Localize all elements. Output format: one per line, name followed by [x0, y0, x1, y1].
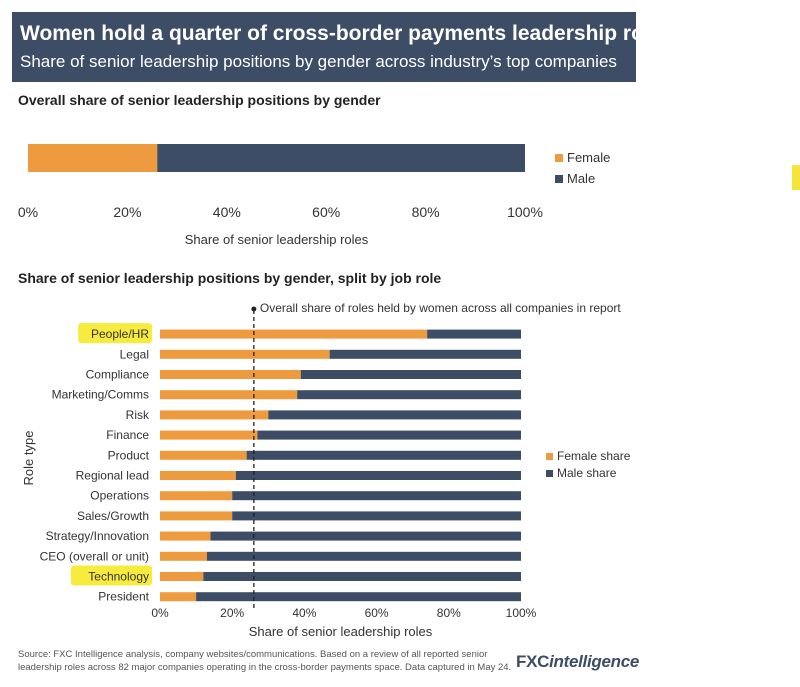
role-bar-female	[160, 349, 330, 359]
role-bar-female	[160, 511, 233, 521]
overall-chart-title: Overall share of senior leadership posit…	[18, 92, 381, 108]
role-x-tick-label: 0%	[151, 606, 169, 620]
role-bar-male	[246, 450, 521, 460]
overall-x-tick-label: 60%	[312, 204, 340, 220]
role-bar-male	[300, 370, 521, 379]
overall-x-tick-label: 80%	[412, 204, 440, 220]
role-category-label: Operations	[90, 489, 149, 503]
role-category-label: Sales/Growth	[77, 509, 149, 523]
overall-chart: 0% 20% 40% 60% 80% 100% Share of senior leader…	[18, 144, 610, 247]
edge-highlight-mark	[792, 165, 800, 190]
role-legend-swatch-female	[546, 453, 553, 460]
role-legend-swatch-male	[546, 470, 553, 477]
source-note: Source: FXC Intelligence analysis, compa…	[18, 649, 512, 673]
role-bar-female	[160, 390, 298, 400]
role-bar-female	[160, 551, 207, 561]
overall-legend-label: Female	[567, 150, 610, 165]
role-x-axis-label: Share of senior leadership roles	[249, 624, 433, 639]
role-bar-male	[206, 551, 521, 561]
overall-legend-swatch-male	[555, 175, 563, 183]
role-bar-male	[232, 491, 521, 501]
role-bar-female	[160, 450, 247, 460]
role-x-tick-label: 60%	[365, 606, 389, 620]
role-category-label: Product	[108, 448, 150, 462]
overall-x-tick-label: 40%	[213, 204, 241, 220]
role-category-label: Legal	[120, 347, 149, 361]
role-bar-female	[160, 491, 233, 501]
role-bar-female	[160, 410, 269, 420]
role-bar-female	[160, 370, 301, 379]
role-bar-male	[232, 511, 521, 521]
role-bar-male	[268, 410, 521, 420]
overall-x-axis-label: Share of senior leadership roles	[185, 232, 369, 247]
role-x-tick-label: 20%	[220, 606, 244, 620]
role-bar-male	[203, 572, 521, 581]
role-category-label: Technology	[88, 570, 149, 584]
role-x-tick-label: 80%	[437, 606, 461, 620]
overall-legend-label: Male	[567, 171, 595, 186]
role-category-label: President	[98, 590, 149, 604]
role-bar-female	[160, 430, 258, 440]
role-bar-female	[160, 329, 428, 339]
role-chart-title: Share of senior leadership positions by …	[18, 270, 442, 286]
fxc-logo: FXCintelligence	[516, 652, 639, 672]
role-bar-female	[160, 592, 197, 602]
role-category-label: Finance	[106, 428, 149, 442]
overall-x-tick-label: 0%	[18, 204, 38, 220]
role-category-label: Compliance	[86, 368, 150, 382]
category-highlight	[71, 565, 152, 586]
role-chart: People/HR Legal Compliance Marketing/Comms R…	[21, 301, 631, 639]
chart-subtitle: Share of senior leadership positions by …	[20, 52, 617, 71]
role-category-label: Regional lead	[76, 469, 149, 483]
role-category-label: Marketing/Comms	[52, 388, 149, 402]
role-bar-male	[257, 430, 521, 440]
logo-intelligence-text: intelligence	[549, 652, 640, 671]
chart-title: Women hold a quarter of cross-border pay…	[20, 22, 674, 45]
role-y-axis-label: Role type	[21, 431, 36, 486]
chart-header: Women hold a quarter of cross-border pay…	[12, 12, 673, 82]
role-bar-female	[160, 572, 204, 581]
category-highlight	[78, 323, 152, 344]
role-category-label: CEO (overall or unit)	[40, 549, 149, 563]
role-bar-male	[196, 592, 521, 602]
reference-line-label: Overall share of roles held by women acr…	[260, 301, 621, 315]
overall-x-tick-label: 100%	[507, 204, 543, 220]
logo-fxc-text: FXC	[516, 652, 550, 671]
role-bar-male	[297, 390, 521, 400]
role-bar-male	[210, 531, 522, 541]
overall-legend-swatch-female	[555, 154, 563, 162]
overall-bar-female	[28, 144, 158, 172]
role-legend-label: Male share	[557, 466, 617, 480]
role-category-label: Strategy/Innovation	[46, 529, 149, 543]
reference-line-marker	[251, 306, 257, 312]
role-bar-male	[329, 349, 521, 359]
role-category-label: People/HR	[91, 327, 149, 341]
overall-x-tick-label: 20%	[113, 204, 141, 220]
role-bar-female	[160, 531, 211, 541]
role-category-label: Risk	[126, 408, 150, 422]
role-legend-label: Female share	[557, 449, 631, 463]
role-x-tick-label: 100%	[506, 606, 537, 620]
role-bar-female	[160, 471, 236, 480]
role-bar-male	[235, 471, 521, 480]
overall-bar-male	[157, 144, 525, 172]
role-x-tick-label: 40%	[292, 606, 316, 620]
role-bar-male	[427, 329, 521, 339]
